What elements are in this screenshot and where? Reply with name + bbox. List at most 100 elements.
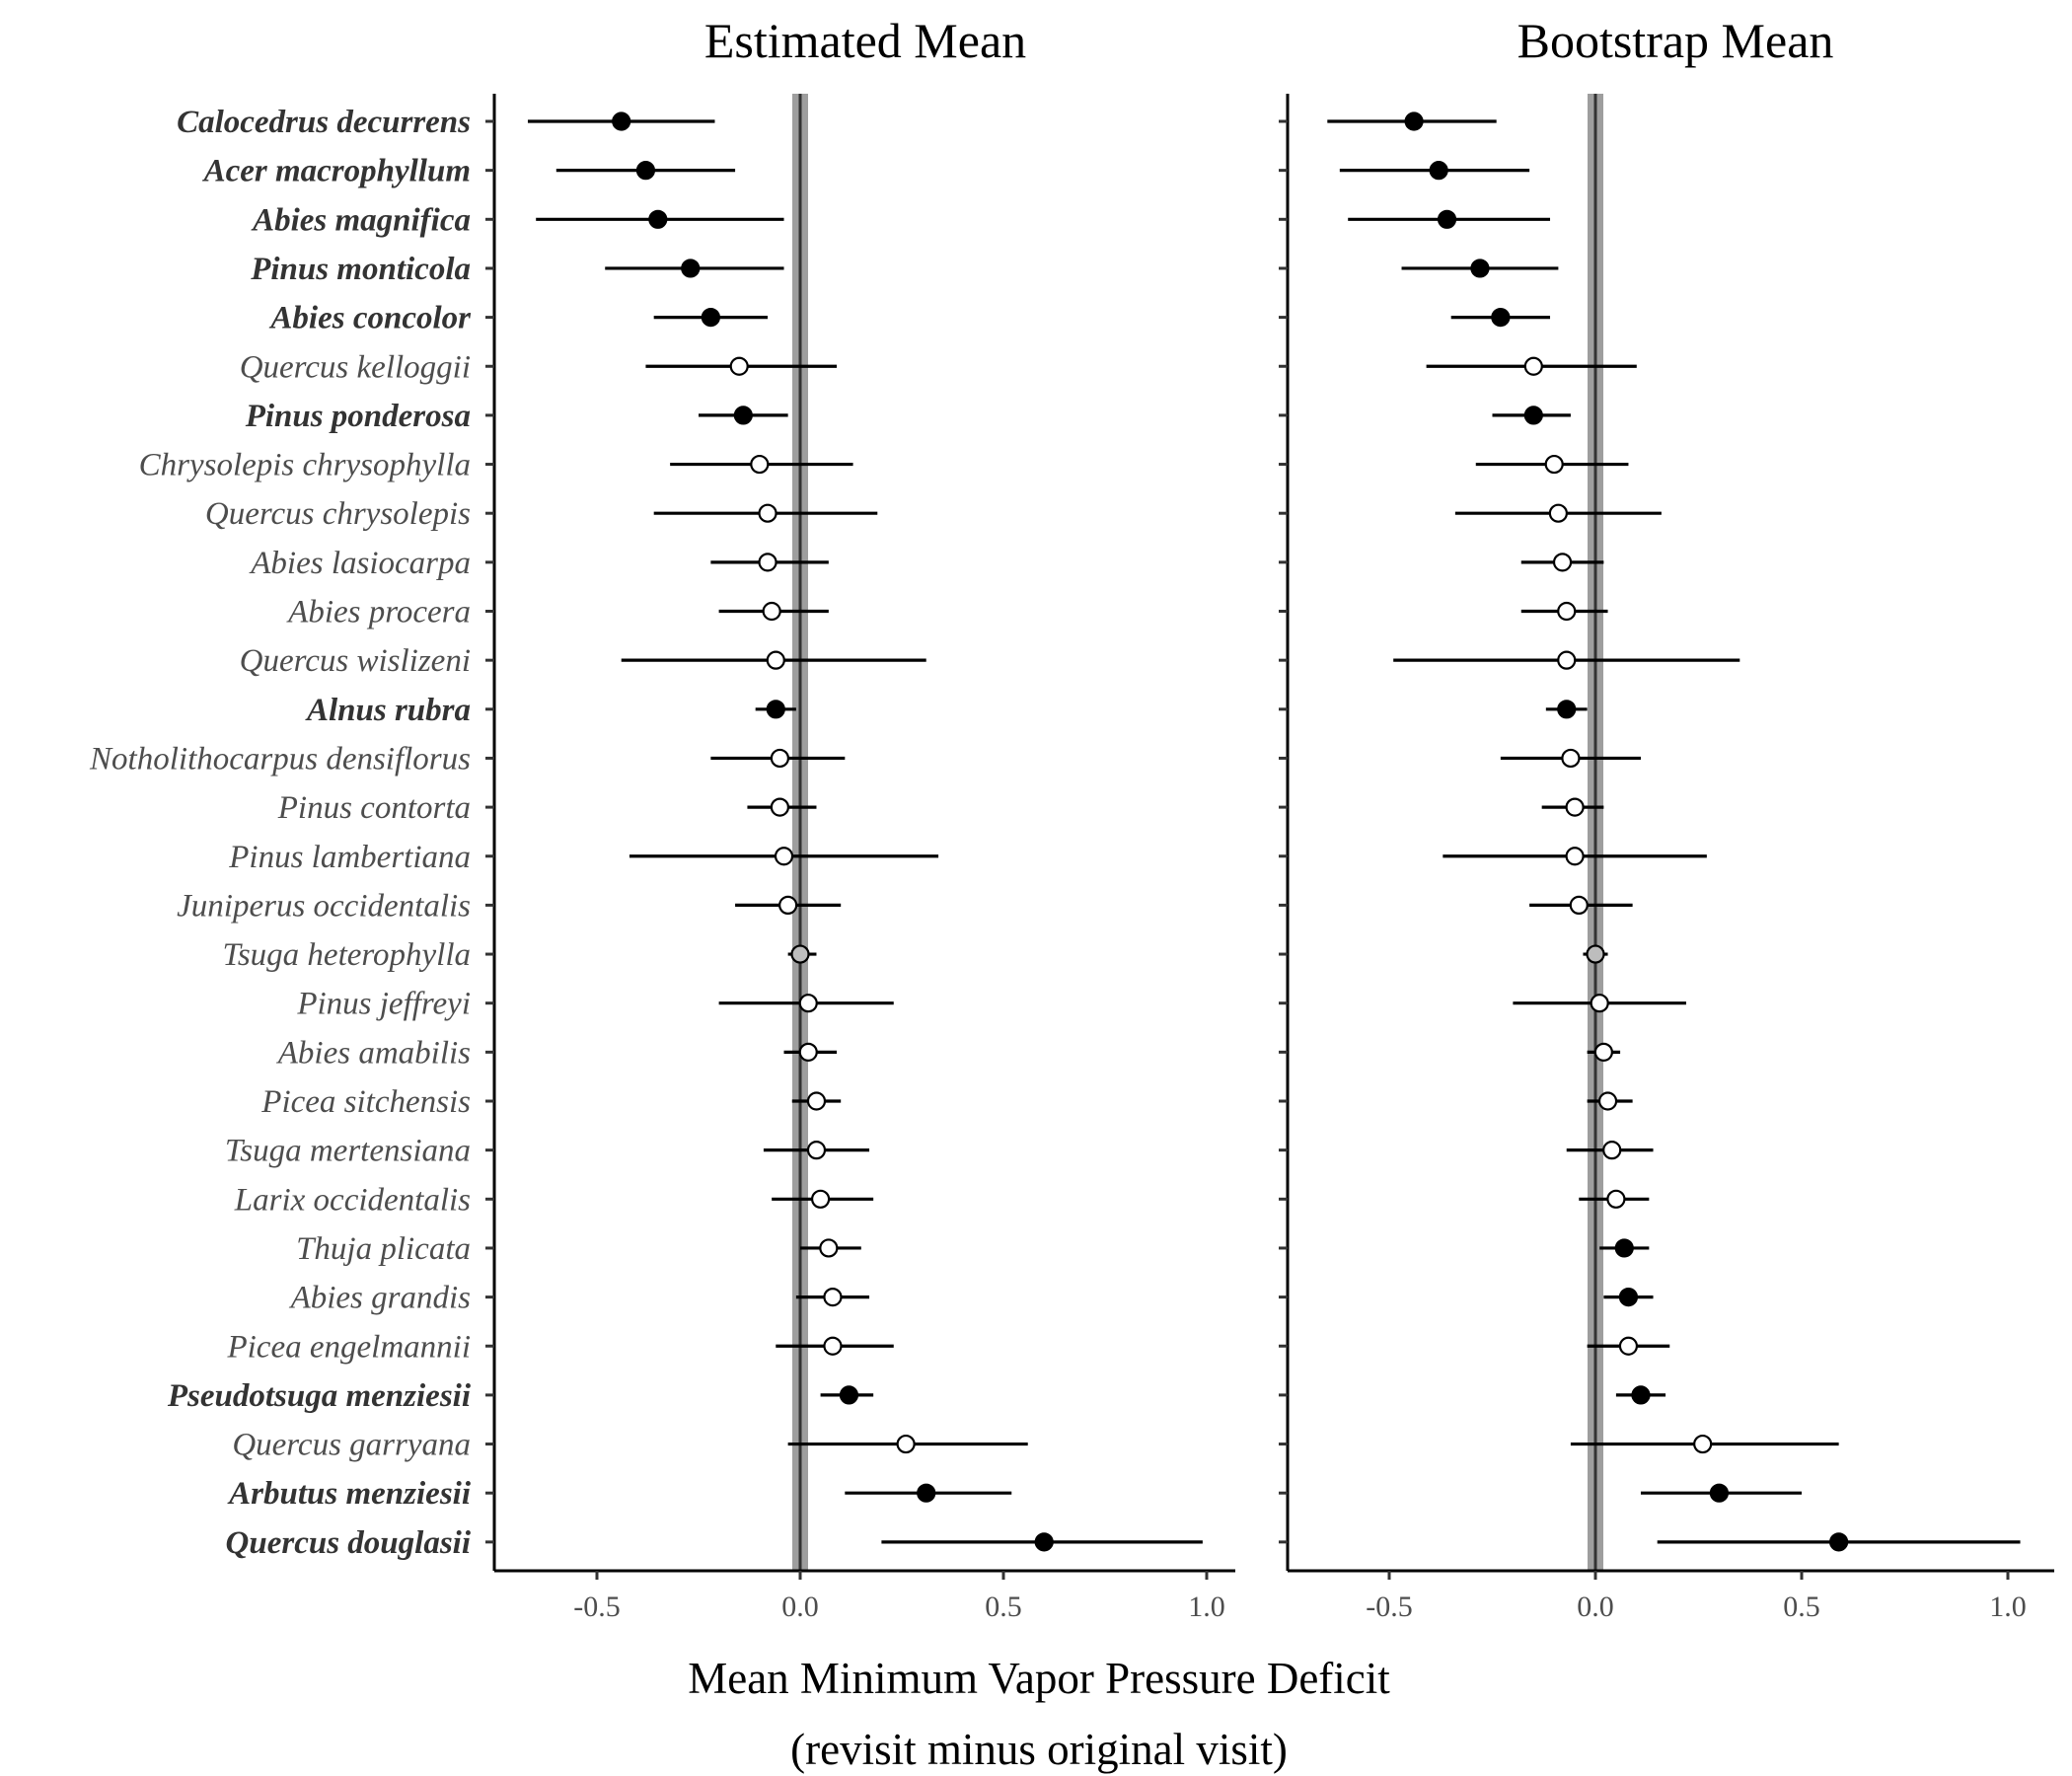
mean-point [1606,1189,1626,1209]
mean-point [701,308,720,328]
species-label: Abies grandis [289,1281,471,1316]
x-tick-label: -0.5 [573,1591,621,1623]
panel-title-bootstrap-mean: Bootstrap Mean [1517,13,1834,68]
mean-point [823,1287,843,1307]
species-label: Juniperus occidentalis [177,888,471,924]
mean-point [806,1091,827,1111]
mean-point [770,748,790,769]
species-label: Pinus contorta [277,790,471,826]
mean-point [1618,1287,1639,1307]
mean-point [770,797,790,817]
mean-point [917,1483,936,1503]
mean-point [1561,748,1581,769]
mean-point [612,111,631,131]
mean-point [1523,356,1543,376]
species-label: Thuja plicata [296,1231,471,1267]
species-label: Abies lasiocarpa [249,546,471,581]
species-label: Calocedrus decurrens [177,105,471,140]
mean-point [1548,503,1568,523]
mean-point [839,1385,859,1405]
species-label: Arbutus menziesii [227,1476,472,1512]
mean-point [1404,111,1424,131]
x-tick-label: -0.5 [1366,1591,1413,1623]
mean-point [790,944,810,964]
mean-point [896,1434,916,1454]
mean-point [1491,308,1511,328]
mean-point [1557,601,1577,622]
x-tick-label: 0.5 [985,1591,1022,1623]
mean-point [1602,1141,1622,1160]
mean-point [1693,1434,1713,1454]
species-label: Pinus jeffreyi [296,987,471,1022]
x-tick-label: 0.0 [781,1591,819,1623]
mean-point [1590,994,1609,1013]
species-label: Abies magnifica [251,202,471,238]
x-axis-label-line2: (revisit minus original visit) [790,1725,1288,1774]
mean-point [798,994,818,1013]
x-axis-label: Mean Minimum Vapor Pressure Deficit [688,1654,1390,1703]
mean-point [635,161,656,181]
mean-point [1565,797,1585,817]
mean-point [766,700,785,719]
mean-point [1557,650,1577,670]
species-label: Pinus lambertiana [228,840,471,875]
mean-point [733,406,753,425]
mean-point [810,1189,831,1209]
mean-point [1523,406,1543,425]
species-label: Quercus garryana [232,1428,471,1463]
species-label: Acer macrophyllum [202,154,471,189]
mean-point [774,847,794,866]
species-label: Pinus monticola [250,252,471,287]
species-label: Abies concolor [268,301,472,336]
mean-point [1614,1238,1634,1258]
panel-bootstrap-mean: Bootstrap Mean -0.5 0.0 0.5 1.0 [1279,13,2054,1623]
mean-point [1437,209,1457,229]
species-label: Alnus rubra [305,693,471,728]
panel-estimated-mean: Estimated Mean -0.5 0.0 0.5 1.0 [485,13,1235,1623]
species-label: Chrysolepis chrysophylla [139,448,471,483]
mean-point [778,895,798,916]
species-label: Larix occidentalis [234,1182,471,1218]
mean-point [823,1336,843,1356]
mean-point [806,1141,827,1160]
species-label: Quercus chrysolepis [205,496,471,532]
species-label: Tsuga heterophylla [223,937,471,973]
species-label: Quercus kelloggii [240,349,471,385]
mean-point [1569,895,1589,916]
x-tick-label: 0.5 [1783,1591,1820,1623]
species-label: Quercus wislizeni [240,643,471,679]
panel-title-estimated-mean: Estimated Mean [704,13,1026,68]
mean-point [762,601,781,622]
mean-point [729,356,749,376]
species-labels: Calocedrus decurrens Acer macrophyllum Abi… [89,105,472,1561]
x-tick-label: 0.0 [1577,1591,1614,1623]
mean-point [681,259,701,278]
mean-point [1709,1483,1730,1503]
mean-point [1565,847,1585,866]
species-label: Picea sitchensis [260,1084,471,1120]
species-label: Abies amabilis [276,1035,471,1071]
species-label: Quercus douglasii [226,1525,472,1561]
x-tick-label: 1.0 [1989,1591,2027,1623]
mean-point [819,1238,839,1258]
mean-point [648,209,668,229]
mean-point [1034,1532,1054,1552]
mean-point [1829,1532,1849,1552]
mean-point [1631,1385,1651,1405]
species-label: Picea engelmannii [226,1329,471,1365]
mean-point [1597,1091,1618,1111]
mean-point [1429,161,1448,181]
species-label: Notholithocarpus densiflorus [89,741,471,777]
species-label: Pinus ponderosa [245,399,471,434]
mean-point [1470,259,1490,278]
mean-point [1557,700,1577,719]
species-label: Pseudotsuga menziesii [167,1378,472,1414]
mean-point [758,553,777,572]
x-tick-label: 1.0 [1188,1591,1225,1623]
mean-point [1552,553,1573,572]
mean-point [1618,1336,1639,1356]
mean-point [1586,944,1605,964]
species-label: Tsuga mertensiana [225,1134,471,1169]
mean-point [766,650,785,670]
